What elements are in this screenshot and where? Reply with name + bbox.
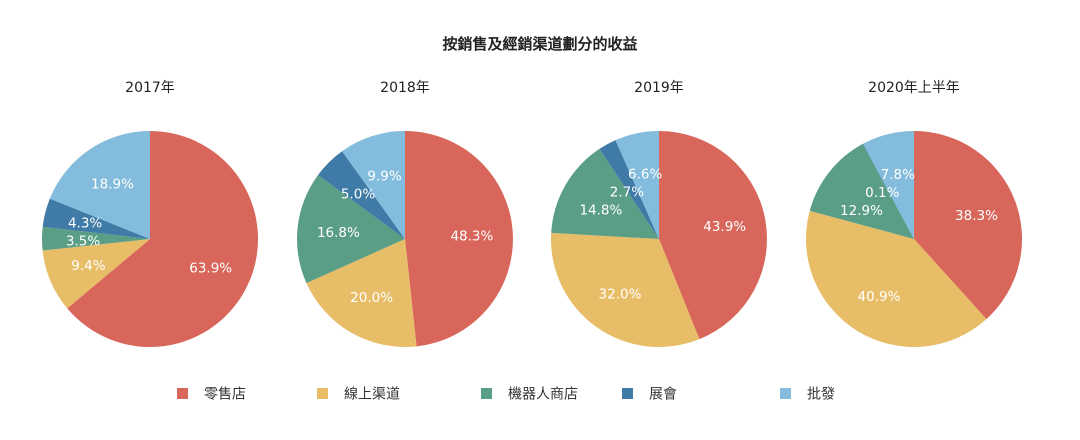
data-label: 40.9% — [858, 289, 901, 305]
pie-slice — [42, 198, 150, 239]
legend: 零售店 線上渠道 機器人商店 展會 批發 — [177, 387, 835, 403]
data-label: 16.8% — [317, 225, 360, 241]
pie-slice — [550, 232, 700, 347]
pie-slice — [862, 143, 914, 239]
data-label: 20.0% — [350, 290, 393, 306]
pie-title: 2017年 — [125, 80, 175, 96]
legend-label: 零售店 — [204, 387, 246, 403]
data-label: 5.0% — [341, 186, 375, 202]
pie-slice — [306, 239, 417, 347]
legend-item: 機器人商店 — [481, 387, 578, 403]
data-label: 32.0% — [599, 286, 642, 302]
pie-slice — [42, 226, 150, 251]
data-label: 12.9% — [840, 203, 883, 219]
legend-label: 批發 — [807, 387, 835, 403]
legend-label: 機器人商店 — [508, 387, 578, 403]
data-label: 9.4% — [71, 258, 105, 274]
pie-title: 2020年上半年 — [868, 80, 960, 96]
data-label: 38.3% — [955, 208, 998, 224]
pie-chart-2: 2018年 9.9% 5.0% 16.8% 48.3% 20.0% — [297, 80, 513, 347]
data-label: 14.8% — [579, 203, 622, 219]
legend-item: 展會 — [622, 387, 677, 403]
pie-slice — [809, 144, 914, 239]
pie-slice — [615, 131, 659, 239]
legend-item: 零售店 — [177, 387, 246, 403]
legend-swatch — [622, 388, 633, 399]
data-label: 3.5% — [66, 234, 100, 250]
legend-swatch — [780, 388, 791, 399]
data-label: 0.1% — [865, 185, 899, 201]
legend-item: 批發 — [780, 387, 835, 403]
pie-slice — [342, 131, 405, 239]
pie-title: 2019年 — [634, 80, 684, 96]
pie-chart-4: 2020年上半年 7.8% 0.1% 12.9% 38.3% 40.9% — [806, 80, 1022, 347]
pie-chart-1: 2017年 18.9% 4.3% 3.5% 9.4% 63.9% — [42, 80, 259, 348]
pie-slice — [318, 151, 405, 239]
pie-title: 2018年 — [380, 80, 430, 96]
data-label: 6.6% — [628, 167, 662, 183]
pie-slice — [551, 148, 659, 239]
data-label: 18.9% — [91, 177, 134, 193]
legend-swatch — [481, 388, 492, 399]
data-label: 7.8% — [881, 167, 915, 183]
pie-slice — [49, 131, 151, 239]
legend-item: 線上渠道 — [317, 387, 400, 403]
data-label: 63.9% — [189, 260, 232, 276]
pie-slice — [863, 131, 914, 239]
data-label: 9.9% — [367, 168, 401, 184]
pie-chart-3: 2019年 6.6% 2.7% 14.8% 43.9% 32.0% — [550, 80, 767, 347]
legend-label: 展會 — [649, 387, 677, 403]
pie-charts-group: 2017年 18.9% 4.3% 3.5% 9.4% 63.9% 2018年 9.9% 5.0%… — [42, 80, 1022, 348]
pie-slice — [405, 131, 513, 347]
legend-label: 線上渠道 — [344, 387, 400, 403]
legend-swatch — [177, 388, 188, 399]
data-label: 4.3% — [68, 216, 102, 232]
pie-slice — [42, 239, 151, 309]
pie-slice — [914, 131, 1022, 320]
pie-slice — [806, 210, 987, 347]
data-label: 48.3% — [450, 228, 493, 244]
pie-slice — [659, 131, 767, 340]
pie-slice — [67, 131, 259, 348]
legend-swatch — [317, 388, 328, 399]
pie-slice — [599, 140, 659, 239]
pie-slice — [297, 174, 405, 284]
data-label: 2.7% — [610, 185, 644, 201]
data-label: 43.9% — [703, 219, 746, 235]
chart-title: 按銷售及經銷渠道劃分的收益 — [442, 35, 637, 53]
